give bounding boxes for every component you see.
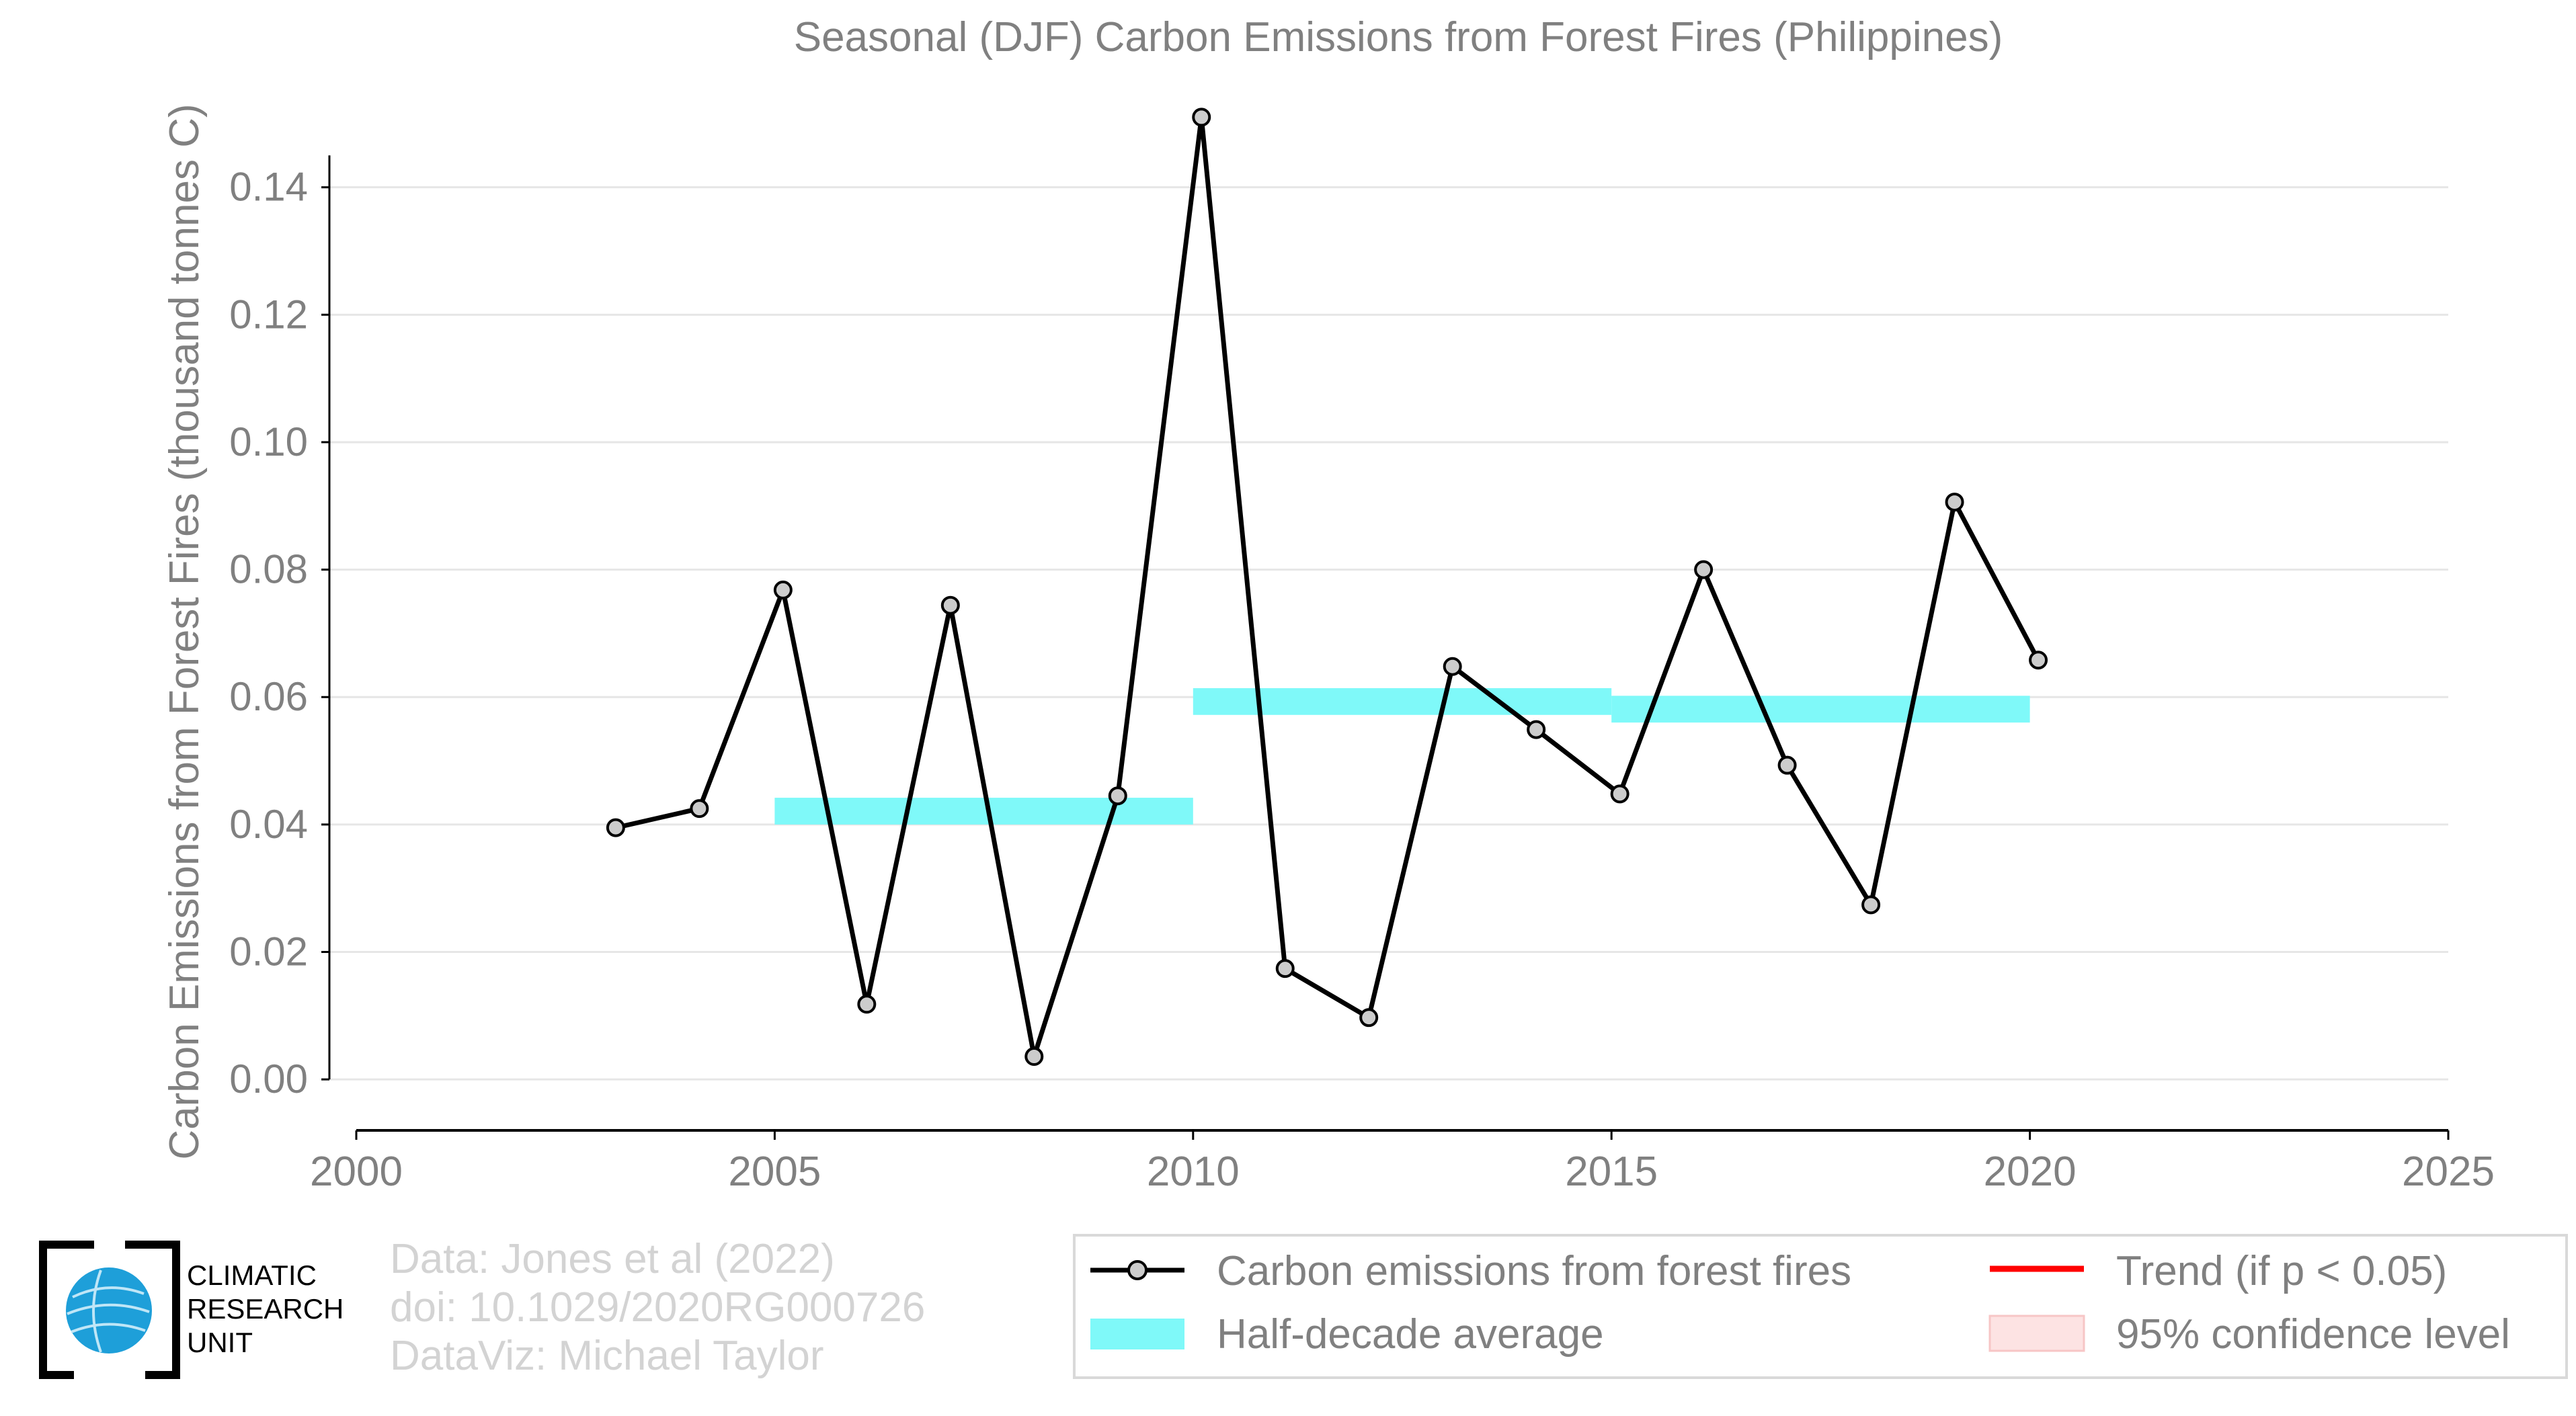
series-line — [615, 114, 2041, 1059]
x-tick-label: 2010 — [1147, 1149, 1240, 1195]
data-point — [773, 580, 793, 599]
y-tick-label: 0.02 — [229, 929, 308, 974]
legend-label-average: Half-decade average — [1217, 1311, 1604, 1358]
data-point — [1777, 755, 1797, 775]
series-points — [606, 108, 2048, 1067]
data-point — [2029, 651, 2048, 670]
credit-dataviz: DataViz: Michael Taylor — [390, 1333, 824, 1379]
legend-label-confidence: 95% confidence level — [2116, 1311, 2510, 1358]
x-tick-label: 2020 — [1984, 1149, 2077, 1195]
chart-title: Seasonal (DJF) Carbon Emissions from For… — [794, 14, 2003, 60]
data-point — [1861, 895, 1881, 915]
y-tick-label: 0.06 — [229, 674, 308, 719]
data-point — [1359, 1008, 1379, 1028]
credit-doi: doi: 10.1029/2020RG000726 — [390, 1284, 926, 1331]
data-point — [1443, 657, 1462, 676]
y-tick-label: 0.12 — [229, 292, 308, 337]
data-point — [1275, 959, 1295, 978]
tick-labels: 0.00 0.02 0.04 0.06 0.08 0.10 0.12 0.14 2000 2005… — [229, 165, 2495, 1195]
globe-lines — [67, 1269, 150, 1353]
legend-label-emissions: Carbon emissions from forest fires — [1217, 1248, 1851, 1294]
axes — [328, 155, 2448, 1132]
logo-frame-left — [39, 1241, 94, 1379]
data-point — [1610, 784, 1629, 804]
data-credits: Data: Jones et al (2022) doi: 10.1029/20… — [390, 1235, 925, 1380]
y-tick-label: 0.00 — [229, 1056, 308, 1101]
y-tick-label: 0.04 — [229, 802, 308, 847]
data-point — [1108, 786, 1127, 806]
logo-frame-right — [125, 1241, 180, 1379]
legend-confidence-symbol — [1988, 1315, 2085, 1352]
half-decade-bar — [1193, 688, 1612, 715]
y-axis-label: Carbon Emissions from Forest Fires (thou… — [161, 103, 208, 1159]
data-point — [1192, 108, 1211, 127]
half-decade-bar — [774, 798, 1193, 825]
legend-average-symbol — [1090, 1319, 1184, 1349]
y-tick-label: 0.08 — [229, 547, 308, 592]
legend: Carbon emissions from forest fires Trend… — [1073, 1234, 2568, 1379]
x-tick-label: 2025 — [2402, 1149, 2495, 1195]
data-point — [1694, 560, 1714, 579]
cru-logo: CLIMATIC RESEARCH UNIT — [39, 1241, 344, 1379]
y-tick-label: 0.14 — [229, 165, 308, 210]
data-point — [940, 595, 960, 615]
grid-lines — [329, 186, 2448, 1081]
x-tick-label: 2015 — [1565, 1149, 1658, 1195]
half-decade-bar — [1611, 696, 2030, 723]
logo-text-line1: CLIMATIC — [187, 1259, 317, 1291]
y-tick-label: 0.10 — [229, 419, 308, 464]
data-point — [1527, 720, 1546, 739]
logo-text-line2: RESEARCH — [187, 1293, 344, 1325]
legend-frame — [1073, 1234, 2568, 1379]
data-point — [606, 818, 625, 837]
series-line-path — [615, 114, 2041, 1059]
data-point — [1024, 1047, 1044, 1067]
x-tick-label: 2000 — [310, 1149, 403, 1195]
data-point — [690, 799, 709, 819]
x-tick-label: 2005 — [728, 1149, 821, 1195]
credit-source: Data: Jones et al (2022) — [390, 1236, 835, 1282]
legend-marker-symbol — [1127, 1260, 1148, 1280]
logo-text-line3: UNIT — [187, 1327, 253, 1358]
legend-label-trend: Trend (if p < 0.05) — [2116, 1248, 2447, 1294]
data-point — [857, 995, 877, 1014]
data-point — [1945, 493, 1964, 512]
half-decade-bars — [774, 688, 2030, 825]
